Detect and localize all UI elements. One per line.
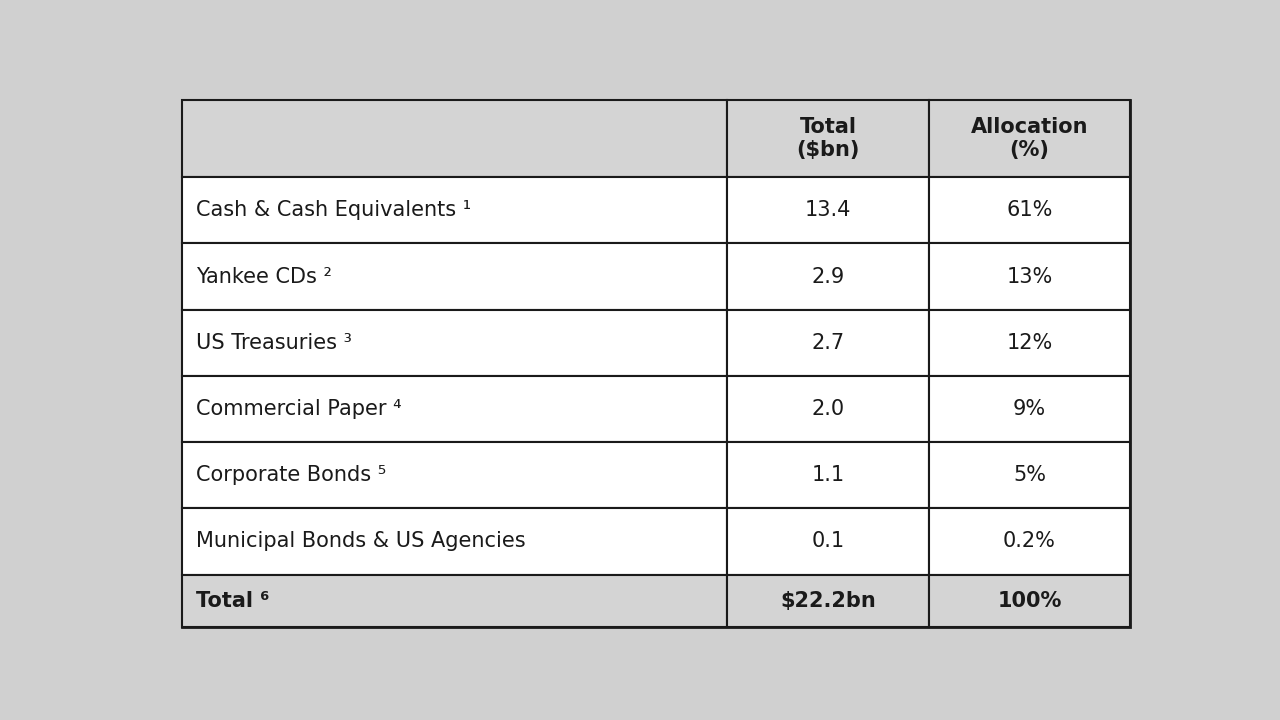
Bar <box>727 575 929 627</box>
Bar <box>929 100 1130 177</box>
Text: 61%: 61% <box>1006 200 1052 220</box>
Text: Commercial Paper ⁴: Commercial Paper ⁴ <box>196 399 401 419</box>
Text: Total
($bn): Total ($bn) <box>796 117 860 161</box>
Text: US Treasuries ³: US Treasuries ³ <box>196 333 352 353</box>
Bar <box>727 243 929 310</box>
Bar <box>727 508 929 575</box>
Bar <box>182 376 727 442</box>
Text: 13.4: 13.4 <box>805 200 851 220</box>
Bar <box>727 177 929 243</box>
Text: Yankee CDs ²: Yankee CDs ² <box>196 266 332 287</box>
Text: 2.9: 2.9 <box>812 266 845 287</box>
Bar <box>727 376 929 442</box>
Bar <box>182 310 727 376</box>
Bar <box>929 310 1130 376</box>
Bar <box>929 575 1130 627</box>
Text: Cash & Cash Equivalents ¹: Cash & Cash Equivalents ¹ <box>196 200 471 220</box>
Bar <box>727 442 929 508</box>
Text: 12%: 12% <box>1006 333 1052 353</box>
Text: 1.1: 1.1 <box>812 465 845 485</box>
Bar <box>182 575 727 627</box>
Bar <box>929 508 1130 575</box>
Bar <box>929 442 1130 508</box>
Text: 100%: 100% <box>997 590 1061 611</box>
Bar <box>929 177 1130 243</box>
Text: 2.0: 2.0 <box>812 399 845 419</box>
Text: 5%: 5% <box>1012 465 1046 485</box>
Text: Municipal Bonds & US Agencies: Municipal Bonds & US Agencies <box>196 531 525 552</box>
Bar <box>182 177 727 243</box>
Bar <box>929 376 1130 442</box>
Bar <box>727 310 929 376</box>
Text: 13%: 13% <box>1006 266 1052 287</box>
Bar <box>182 442 727 508</box>
Text: Allocation
(%): Allocation (%) <box>970 117 1088 161</box>
Text: 9%: 9% <box>1012 399 1046 419</box>
Text: 0.2%: 0.2% <box>1004 531 1056 552</box>
Text: $22.2bn: $22.2bn <box>780 590 876 611</box>
Text: 0.1: 0.1 <box>812 531 845 552</box>
Bar <box>727 100 929 177</box>
Bar <box>182 243 727 310</box>
Text: Total ⁶: Total ⁶ <box>196 590 269 611</box>
Bar <box>182 508 727 575</box>
Bar <box>182 100 727 177</box>
Bar <box>929 243 1130 310</box>
Text: Corporate Bonds ⁵: Corporate Bonds ⁵ <box>196 465 385 485</box>
Text: 2.7: 2.7 <box>812 333 845 353</box>
